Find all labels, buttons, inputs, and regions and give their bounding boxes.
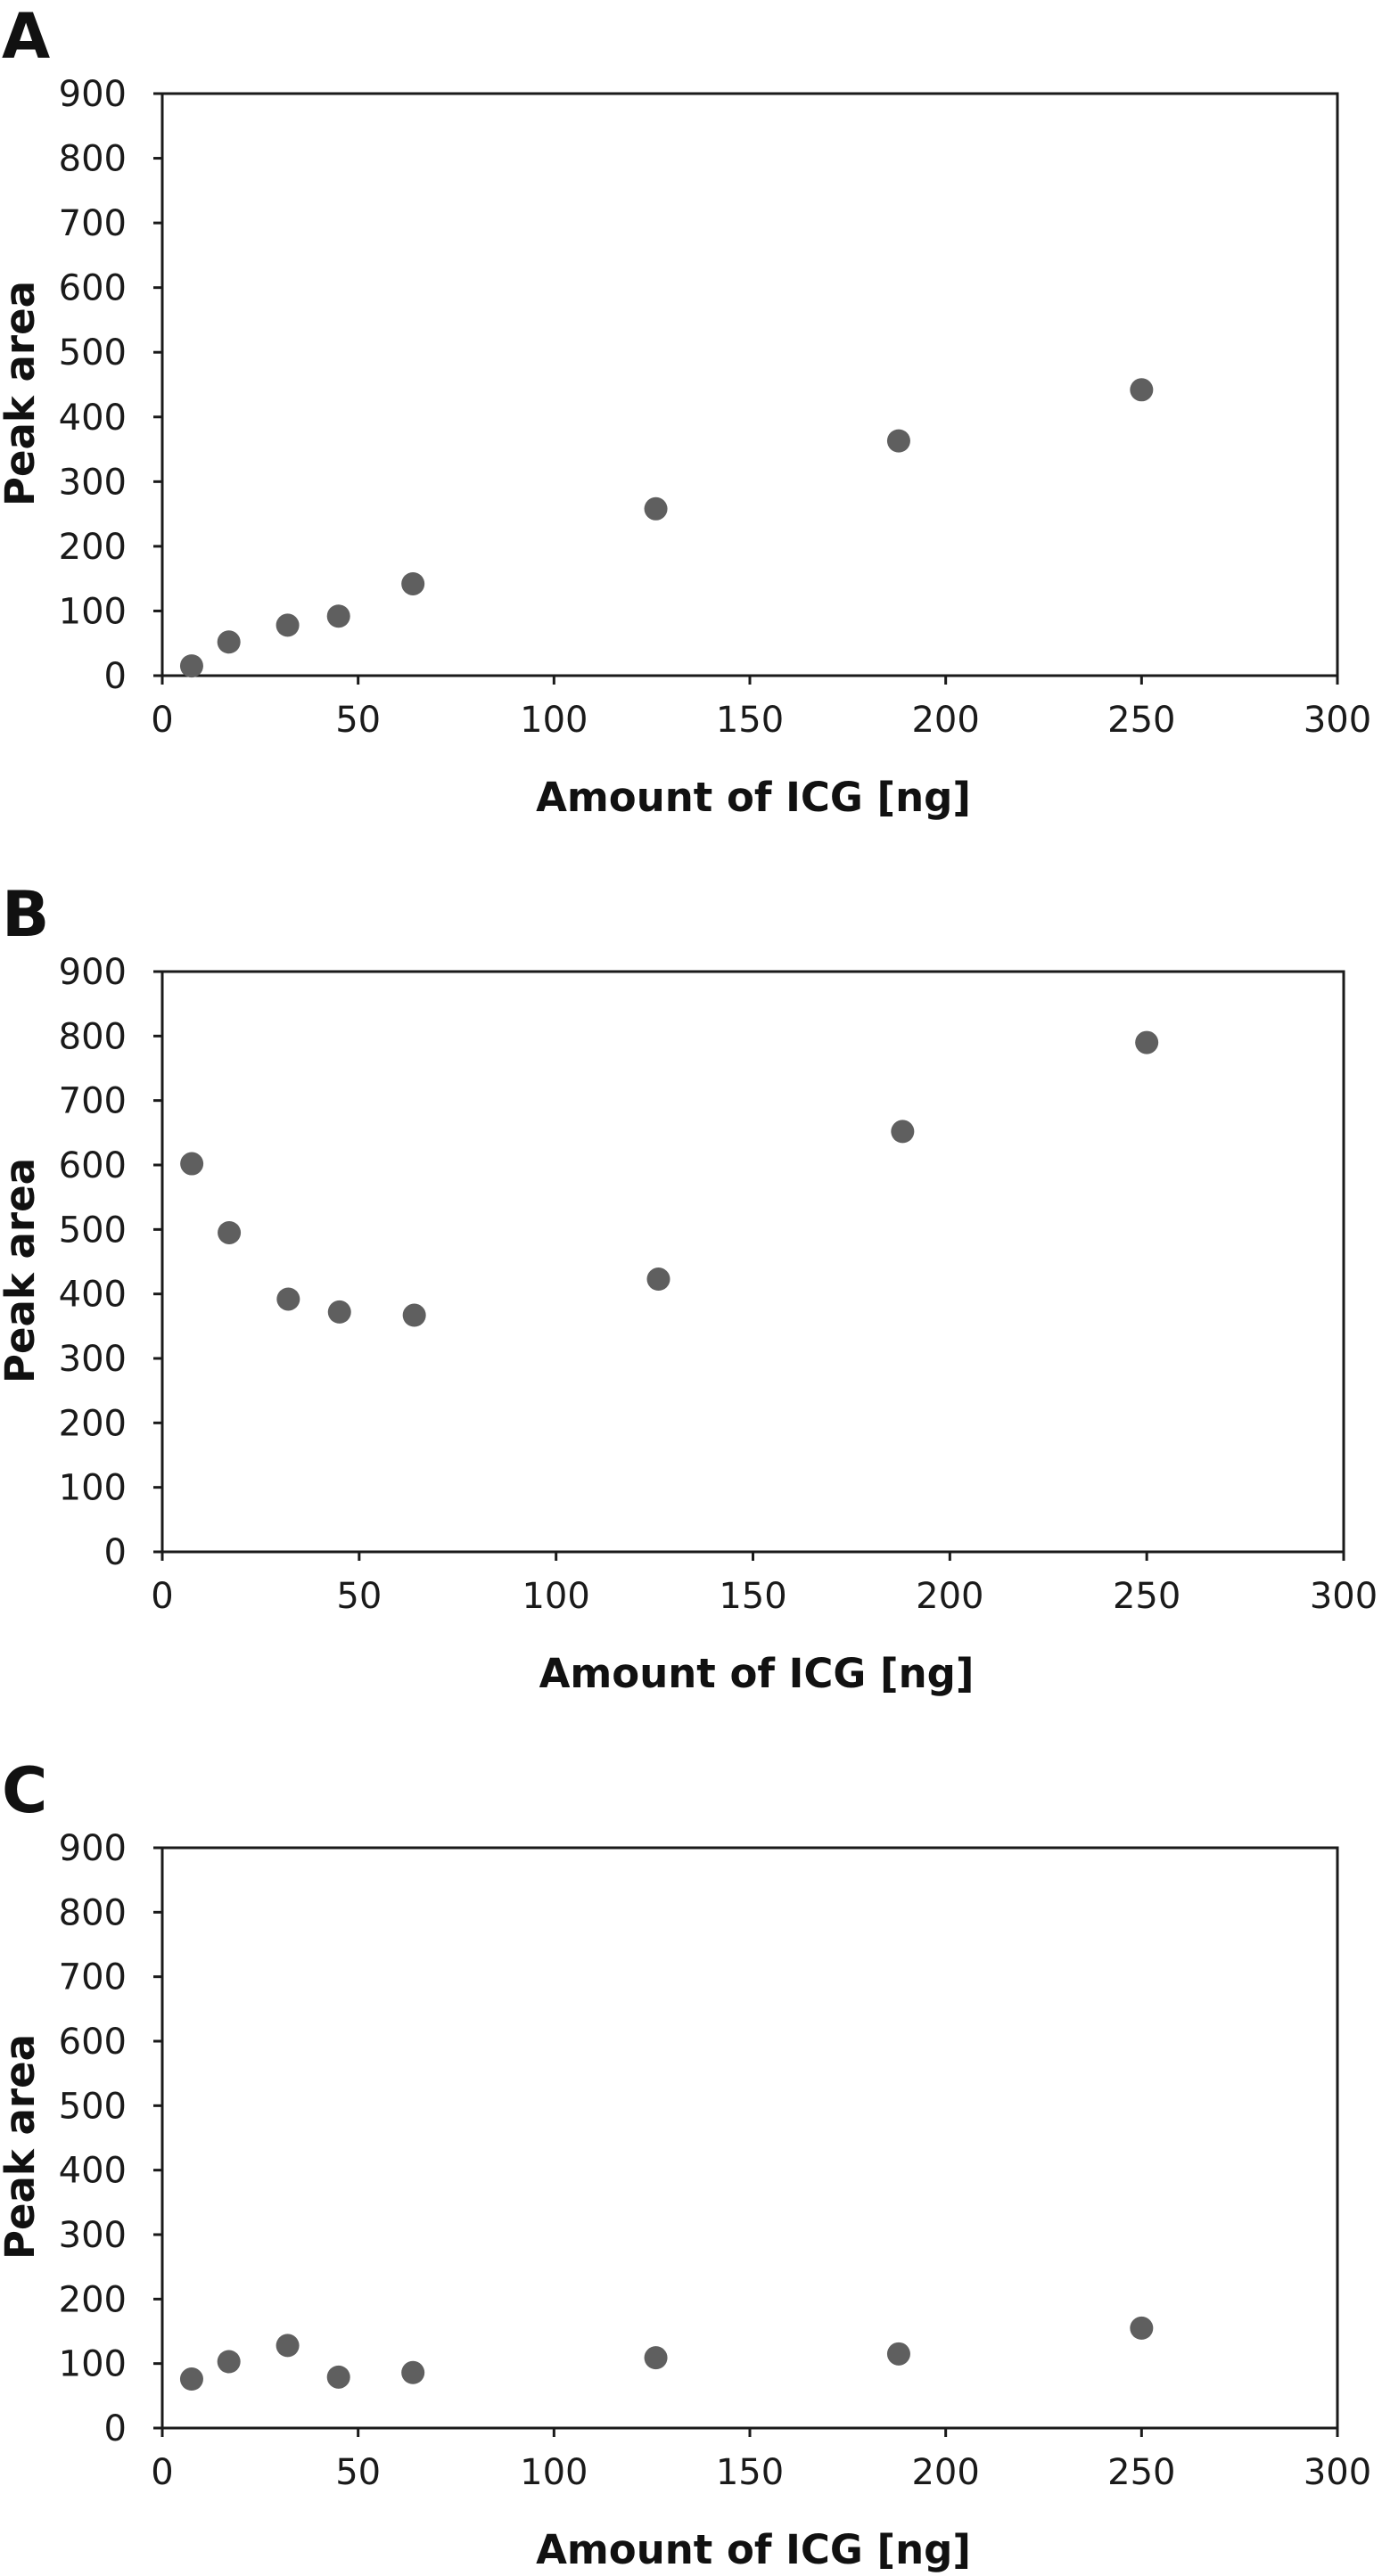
- y-tick-label: 700: [59, 1957, 127, 1998]
- x-tick-label: 50: [335, 2452, 381, 2493]
- x-tick-label: 150: [716, 700, 784, 741]
- data-point: [1130, 2316, 1154, 2340]
- y-tick-label: 400: [59, 1275, 127, 1316]
- x-tick-label: 200: [911, 2452, 979, 2493]
- data-point: [644, 496, 668, 521]
- y-tick-label: 500: [59, 1210, 127, 1251]
- data-point: [218, 1220, 242, 1244]
- y-tick-label: 400: [59, 398, 127, 439]
- x-tick-label: 50: [336, 1576, 382, 1617]
- y-tick-label: 0: [104, 656, 127, 697]
- y-tick-label: 0: [104, 2408, 127, 2449]
- y-axis-title: Peak area: [0, 1158, 44, 1383]
- y-tick-label: 600: [59, 1145, 127, 1186]
- y-tick-label: 300: [59, 462, 127, 503]
- y-tick-label: 100: [59, 591, 127, 632]
- y-tick-label: 200: [59, 2279, 127, 2320]
- data-point: [326, 604, 350, 628]
- x-tick-label: 150: [716, 2452, 784, 2493]
- y-tick-label: 900: [59, 74, 127, 115]
- data-point: [646, 1267, 670, 1292]
- data-point: [179, 2367, 203, 2391]
- data-point: [179, 654, 203, 678]
- x-tick-label: 0: [151, 1576, 173, 1617]
- y-tick-label: 800: [59, 1016, 127, 1057]
- y-tick-label: 300: [59, 2215, 127, 2256]
- x-tick-label: 200: [911, 700, 979, 741]
- x-tick-label: 300: [1304, 2452, 1371, 2493]
- data-point: [217, 630, 241, 654]
- y-tick-label: 200: [59, 1403, 127, 1444]
- x-tick-label: 200: [916, 1576, 983, 1617]
- x-tick-label: 100: [520, 2452, 588, 2493]
- data-point: [276, 613, 300, 637]
- x-tick-label: 250: [1107, 700, 1175, 741]
- panel-label-a: A: [2, 0, 50, 73]
- y-tick-label: 400: [59, 2151, 127, 2192]
- data-point: [1130, 378, 1154, 402]
- y-tick-label: 900: [59, 952, 127, 993]
- panel-a: A 0 100 200 300 400 500 600 700 800 900 0 50 100 150 20…: [0, 0, 1371, 821]
- x-tick-label: 300: [1304, 700, 1371, 741]
- y-tick-label: 300: [59, 1339, 127, 1380]
- panel-label-c: C: [2, 1754, 47, 1827]
- y-tick-label: 900: [59, 1828, 127, 1869]
- data-point: [327, 1300, 351, 1324]
- y-tick-label: 100: [59, 2344, 127, 2385]
- x-tick-label: 150: [719, 1576, 786, 1617]
- data-point: [276, 1287, 300, 1311]
- y-tick-label: 700: [59, 203, 127, 244]
- data-point: [886, 429, 910, 453]
- y-tick-label: 600: [59, 2022, 127, 2063]
- y-axis-title: Peak area: [0, 2034, 44, 2260]
- x-tick-label: 300: [1310, 1576, 1378, 1617]
- data-point: [1135, 1030, 1159, 1054]
- x-tick-label: 250: [1113, 1576, 1180, 1617]
- data-point: [401, 571, 425, 595]
- data-point: [886, 2342, 910, 2366]
- data-point: [217, 2350, 241, 2374]
- y-tick-label: 100: [59, 1468, 127, 1509]
- x-axis-title: Amount of ICG [ng]: [539, 1650, 975, 1697]
- x-tick-label: 250: [1107, 2452, 1175, 2493]
- data-point: [402, 1303, 426, 1327]
- x-tick-label: 100: [520, 700, 588, 741]
- data-point: [326, 2365, 350, 2389]
- x-tick-label: 100: [522, 1576, 589, 1617]
- data-point: [891, 1120, 915, 1144]
- y-tick-label: 500: [59, 332, 127, 373]
- plot-frame: [160, 970, 1345, 1554]
- x-tick-label: 0: [151, 2452, 173, 2493]
- data-point: [644, 2346, 668, 2370]
- data-point: [180, 1152, 204, 1176]
- y-tick-label: 0: [104, 1532, 127, 1573]
- panel-c: C 0 100 200 300 400 500 600 700 800 900 0 50 100 150 20…: [0, 1754, 1371, 2573]
- y-axis-title: Peak area: [0, 281, 44, 506]
- panel-b: B 0 100 200 300 400 500 600 700 800 900 0 50 100 150 20…: [0, 878, 1378, 1697]
- y-tick-label: 700: [59, 1081, 127, 1122]
- x-axis-title: Amount of ICG [ng]: [536, 2526, 971, 2573]
- data-point: [401, 2360, 425, 2384]
- y-tick-label: 200: [59, 527, 127, 568]
- plot-frame: [160, 1846, 1339, 2430]
- y-tick-label: 500: [59, 2086, 127, 2127]
- plot-frame: [160, 92, 1339, 677]
- data-point: [276, 2334, 300, 2358]
- y-tick-label: 800: [59, 1892, 127, 1933]
- x-tick-label: 0: [151, 700, 173, 741]
- x-axis-title: Amount of ICG [ng]: [536, 774, 971, 821]
- x-tick-label: 50: [335, 700, 381, 741]
- panel-label-b: B: [2, 878, 49, 951]
- y-tick-label: 800: [59, 139, 127, 180]
- y-tick-label: 600: [59, 268, 127, 309]
